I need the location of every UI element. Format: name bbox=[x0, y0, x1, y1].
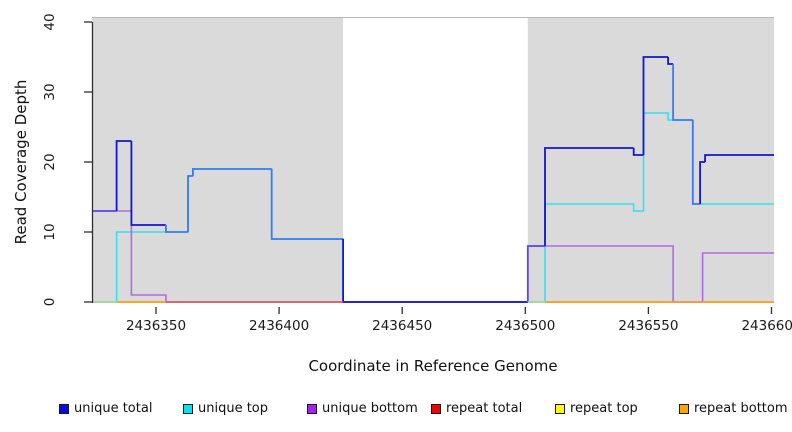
legend-label: unique total bbox=[74, 401, 153, 416]
legend-label: repeat bottom bbox=[694, 401, 788, 416]
y-tick-label: 20 bbox=[42, 153, 58, 171]
x-tick-label: 2436600 bbox=[741, 318, 792, 334]
shaded-repeat-region-1 bbox=[92, 17, 344, 303]
series-unique-total bbox=[691, 120, 701, 205]
y-tick-label: 30 bbox=[42, 83, 58, 101]
y-axis-title: Read Coverage Depth bbox=[12, 79, 30, 245]
shaded-repeat-region-2 bbox=[527, 17, 774, 303]
legend-label: repeat total bbox=[446, 401, 523, 416]
series-unique-total bbox=[165, 225, 188, 233]
series-unique-total bbox=[672, 64, 693, 121]
x-tick-label: 2436400 bbox=[249, 318, 310, 334]
series-unique-total bbox=[544, 147, 634, 246]
series-unique-total bbox=[130, 141, 166, 226]
series-unique-total bbox=[632, 148, 644, 156]
series-unique-total bbox=[667, 57, 674, 65]
series-unique-total bbox=[115, 140, 132, 211]
x-tick-label: 2436450 bbox=[372, 318, 433, 334]
x-axis-title: Coordinate in Reference Genome bbox=[308, 357, 558, 375]
legend-swatch-repeat-bottom bbox=[679, 404, 689, 414]
x-tick-label: 2436500 bbox=[495, 318, 556, 334]
y-tick-label: 10 bbox=[42, 223, 58, 241]
series-unique-total bbox=[704, 154, 774, 162]
legend-swatch-unique-top bbox=[183, 404, 193, 414]
legend-label: repeat top bbox=[570, 401, 638, 416]
series-unique-total bbox=[342, 239, 528, 303]
legend-label: unique bottom bbox=[322, 401, 418, 416]
series-unique-total bbox=[642, 56, 669, 155]
legend-swatch-unique-total bbox=[59, 404, 69, 414]
y-tick-label: 40 bbox=[42, 13, 58, 31]
x-tick-label: 2436550 bbox=[618, 318, 679, 334]
legend-swatch-unique-bottom bbox=[307, 404, 317, 414]
y-tick-label: 0 bbox=[42, 297, 58, 307]
x-tick-label: 2436350 bbox=[125, 318, 187, 334]
legend-swatch-repeat-total bbox=[431, 404, 441, 414]
series-unique-total bbox=[187, 175, 193, 232]
series-unique-total bbox=[526, 245, 545, 302]
legend-label: unique top bbox=[198, 401, 269, 416]
series-unique-total bbox=[192, 168, 272, 176]
series-unique-total bbox=[699, 161, 706, 204]
series-unique-total bbox=[270, 169, 344, 240]
legend-swatch-repeat-top bbox=[555, 404, 565, 414]
